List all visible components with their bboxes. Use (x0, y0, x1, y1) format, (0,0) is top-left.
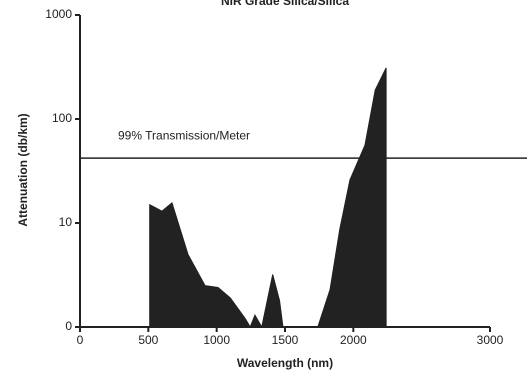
y-tick-label: 0 (65, 319, 72, 333)
y-axis-label: Attenuation (db/km) (16, 113, 30, 226)
y-tick-label: 10 (59, 215, 73, 229)
y-tick-label: 1000 (45, 7, 72, 21)
x-tick-label: 0 (77, 333, 84, 347)
x-tick-label: 500 (138, 333, 158, 347)
y-tick-label: 100 (52, 111, 72, 125)
x-axis-label: Wavelength (nm) (237, 356, 333, 370)
reference-label: 99% Transmission/Meter (118, 128, 250, 142)
area (149, 202, 284, 329)
x-tick-label: 1500 (272, 333, 299, 347)
x-tick-label: 2000 (340, 333, 367, 347)
x-tick-label: 3000 (477, 333, 504, 347)
x-tick-label: 1000 (203, 333, 230, 347)
area (317, 67, 387, 328)
chart-title: NIR Grade Silica/Silica (221, 0, 349, 8)
